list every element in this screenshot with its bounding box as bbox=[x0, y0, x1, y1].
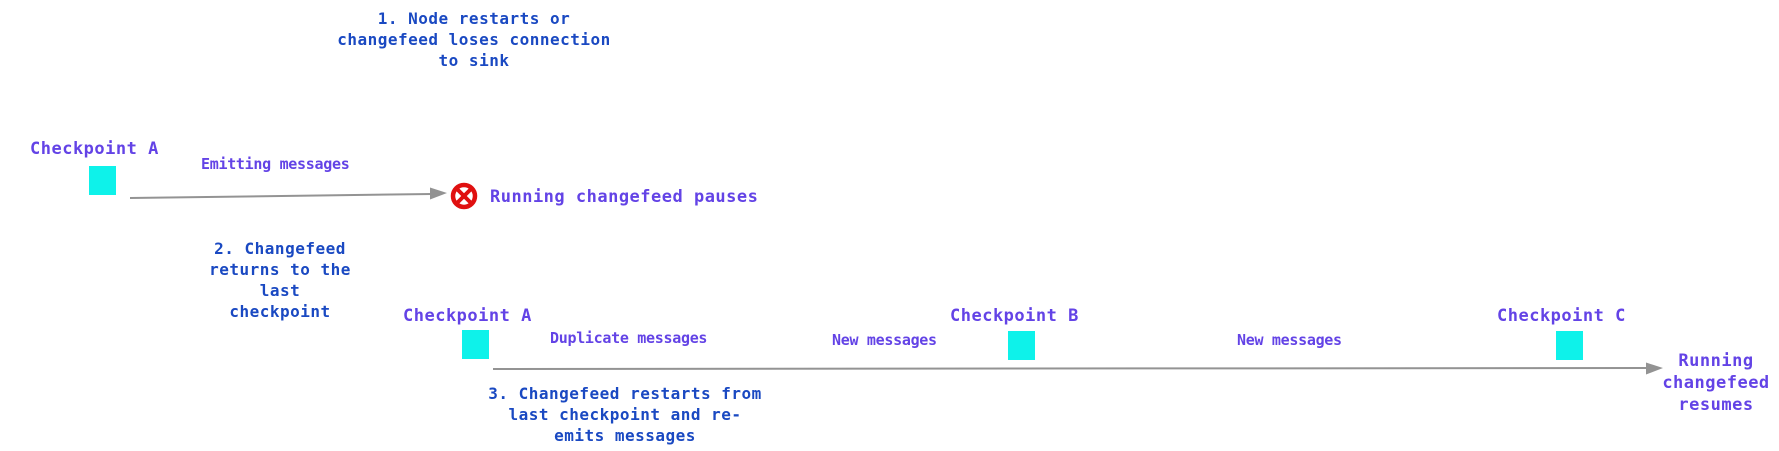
checkpoint-c-marker bbox=[1556, 331, 1583, 360]
emitting-timeline-arrow-line bbox=[129, 193, 433, 199]
checkpoint-a-label-before: Checkpoint A bbox=[30, 139, 159, 159]
checkpoint-a-marker-after bbox=[462, 330, 489, 359]
duplicate-messages-label: Duplicate messages bbox=[550, 329, 708, 347]
resume-timeline-arrowhead bbox=[1646, 362, 1663, 375]
running-changefeed-pauses-label: Running changefeed pauses bbox=[490, 187, 759, 207]
running-changefeed-resumes-label: Running changefeed resumes bbox=[1662, 351, 1770, 415]
new-messages-label-2: New messages bbox=[1237, 331, 1342, 349]
emitting-timeline-arrowhead bbox=[430, 187, 447, 200]
error-cross-circle-icon bbox=[450, 182, 478, 210]
step-1-annotation: 1. Node restarts or changefeed loses con… bbox=[337, 9, 611, 70]
new-messages-label-1: New messages bbox=[832, 331, 937, 349]
checkpoint-c-label: Checkpoint C bbox=[1497, 306, 1626, 326]
step-3-annotation: 3. Changefeed restarts from last checkpo… bbox=[488, 384, 762, 445]
checkpoint-b-label: Checkpoint B bbox=[950, 306, 1079, 326]
checkpoint-b-marker bbox=[1008, 331, 1035, 360]
resume-timeline-arrow-line bbox=[492, 367, 1649, 370]
step-2-annotation: 2. Changefeed returns to the last checkp… bbox=[209, 239, 351, 321]
checkpoint-a-marker-before bbox=[89, 166, 116, 195]
checkpoint-a-label-after: Checkpoint A bbox=[403, 306, 532, 326]
emitting-messages-label: Emitting messages bbox=[201, 155, 350, 173]
